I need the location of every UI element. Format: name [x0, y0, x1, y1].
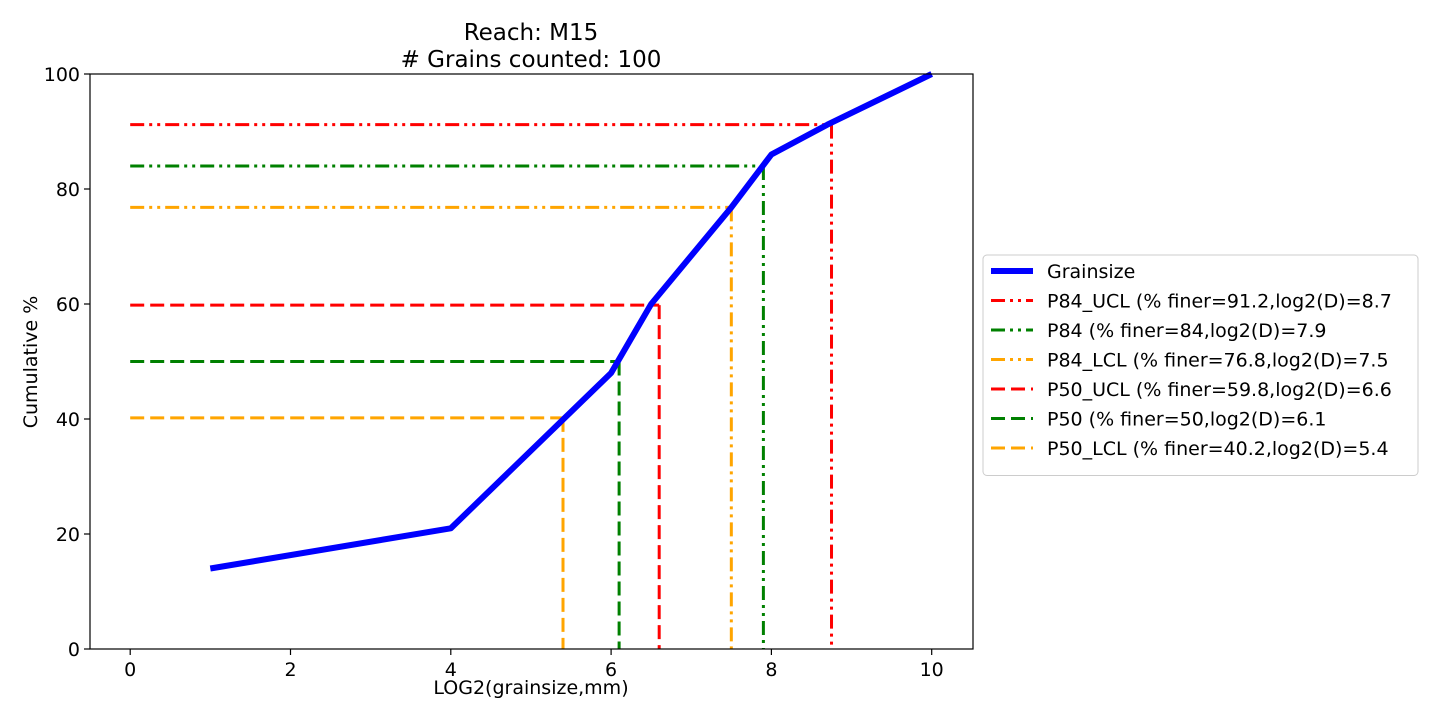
- y-tick-label-1: 20: [56, 524, 80, 546]
- y-tick-label-2: 40: [56, 409, 80, 431]
- legend-entry-3: P84_LCL (% finer=76.8,log2(D)=7.5: [1047, 350, 1389, 372]
- chart-subtitle: # Grains counted: 100: [401, 47, 662, 73]
- y-tick-label-3: 60: [56, 294, 80, 316]
- x-tick-label-4: 8: [765, 659, 777, 681]
- legend-entry-2: P84 (% finer=84,log2(D)=7.9: [1047, 320, 1326, 342]
- plot-frame: [89, 73, 974, 650]
- x-tick-label-2: 4: [445, 659, 457, 681]
- legend-entry-6: P50_LCL (% finer=40.2,log2(D)=5.4: [1047, 438, 1389, 460]
- x-axis-label: LOG2(grainsize,mm): [433, 677, 628, 699]
- x-tick-label-3: 6: [605, 659, 617, 681]
- x-tick-label-1: 2: [284, 659, 296, 681]
- legend: Grainsize P84_UCL (% finer=91.2,log2(D)=8…: [982, 254, 1419, 476]
- y-tick-label-0: 0: [68, 639, 80, 661]
- x-axis: 0 2 4 6 8 10: [124, 649, 944, 681]
- legend-frame: [982, 254, 1419, 476]
- legend-entry-4: P50_UCL (% finer=59.8,log2(D)=6.6: [1047, 379, 1392, 401]
- legend-entry-0: Grainsize: [1047, 261, 1135, 283]
- legend-entry-5: P50 (% finer=50,log2(D)=6.1: [1047, 409, 1326, 431]
- y-axis: 0 20 40 60 80 100: [44, 64, 90, 661]
- y-axis-label: Cumulative %: [20, 296, 42, 429]
- legend-entry-1: P84_UCL (% finer=91.2,log2(D)=8.7: [1047, 291, 1392, 313]
- series-line-0: [209, 71, 934, 572]
- y-tick-label-4: 80: [56, 179, 80, 201]
- x-tick-label-5: 10: [920, 659, 944, 681]
- y-tick-label-5: 100: [44, 64, 80, 86]
- x-tick-label-0: 0: [124, 659, 136, 681]
- chart-title: Reach: M15: [464, 20, 599, 46]
- plot-lines: [130, 71, 934, 649]
